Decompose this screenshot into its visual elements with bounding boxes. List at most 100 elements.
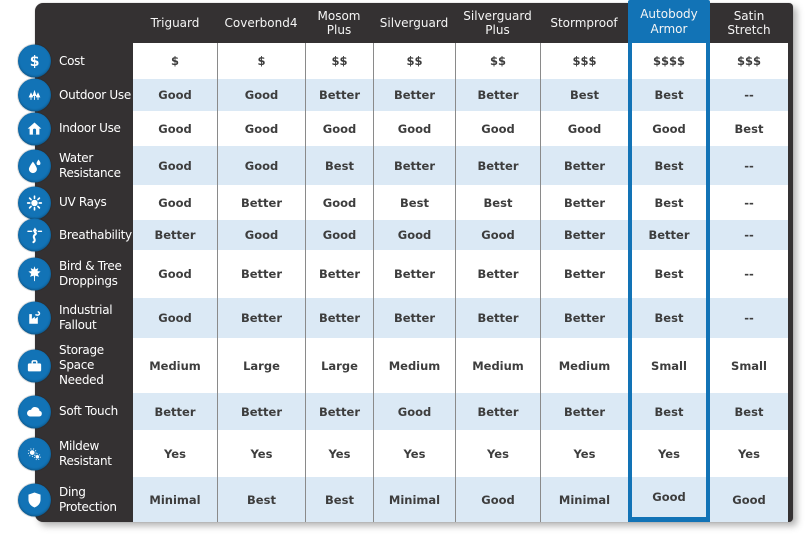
column-header-silverguard-plus: Silverguard Plus	[463, 8, 532, 37]
cell-storage-space-needed-satin-stretch: Small	[710, 338, 788, 393]
row-label: Ding Protection	[59, 484, 117, 514]
cell-water-resistance-mosom-plus: Best	[305, 146, 373, 185]
cell-water-resistance-autobody-armor: Best	[628, 146, 710, 185]
table-corner	[35, 3, 133, 43]
mildew-icon	[18, 437, 51, 470]
factory-icon	[18, 301, 51, 335]
cell-bird-tree-droppings-stormproof: Better	[540, 250, 628, 298]
maple-leaf-icon	[18, 257, 51, 291]
cell-industrial-fallout-mosom-plus: Better	[305, 298, 373, 338]
cell-uv-rays-triguard: Good	[133, 185, 217, 220]
cell-soft-touch-stormproof: Better	[540, 393, 628, 430]
cell-breathability-satin-stretch: --	[710, 220, 788, 250]
comparison-grid: Triguard Coverbond4 Mosom Plus Silverguard S…	[18, 0, 788, 522]
cell-cost-mosom-plus: $$	[305, 43, 373, 79]
cell-outdoor-use-satin-stretch: --	[710, 79, 788, 111]
row-header-bird-tree-droppings: Bird & Tree Droppings	[18, 250, 133, 298]
column-header-mosom-plus: Mosom Plus	[317, 8, 361, 37]
cell-breathability-silverguard-plus: Good	[455, 220, 540, 250]
cell-indoor-use-silverguard-plus: Good	[455, 111, 540, 146]
cell-outdoor-use-autobody-armor: Best	[628, 79, 710, 111]
column-header-coverbond4: Coverbond4	[224, 15, 298, 30]
column-header-satin-stretch: Satin Stretch	[727, 8, 771, 37]
cell-breathability-autobody-armor: Better	[628, 220, 710, 250]
cell-soft-touch-mosom-plus: Better	[305, 393, 373, 430]
cell-bird-tree-droppings-satin-stretch: --	[710, 250, 788, 298]
row-label: Water Resistance	[59, 150, 121, 180]
cell-indoor-use-coverbond4: Good	[217, 111, 305, 146]
cell-indoor-use-triguard: Good	[133, 111, 217, 146]
cell-storage-space-needed-stormproof: Medium	[540, 338, 628, 393]
cell-outdoor-use-triguard: Good	[133, 79, 217, 111]
column-header-silverguard: Silverguard	[379, 15, 449, 30]
cell-indoor-use-autobody-armor: Good	[628, 111, 710, 146]
cell-soft-touch-silverguard-plus: Better	[455, 393, 540, 430]
cell-outdoor-use-silverguard: Better	[373, 79, 455, 111]
row-header-breathability: Breathability	[18, 218, 133, 252]
cell-mildew-resistant-silverguard: Yes	[373, 430, 455, 477]
cell-industrial-fallout-autobody-armor: Best	[628, 298, 710, 338]
cell-cost-silverguard-plus: $$	[455, 43, 540, 79]
row-header-outdoor-use: Outdoor Use	[18, 78, 133, 112]
briefcase-icon	[18, 349, 51, 382]
breathability-icon	[18, 218, 51, 252]
cell-industrial-fallout-silverguard-plus: Better	[455, 298, 540, 338]
cell-uv-rays-satin-stretch: --	[710, 185, 788, 220]
cell-storage-space-needed-coverbond4: Large	[217, 338, 305, 393]
row-header-uv-rays: UV Rays	[18, 185, 133, 220]
cell-mildew-resistant-autobody-armor: Yes	[628, 430, 710, 477]
row-label: UV Rays	[59, 195, 107, 209]
cell-ding-protection-silverguard: Minimal	[373, 477, 455, 522]
row-header-mildew-resistant: Mildew Resistant	[18, 430, 133, 477]
cell-uv-rays-mosom-plus: Good	[305, 185, 373, 220]
cell-bird-tree-droppings-autobody-armor: Best	[628, 250, 710, 298]
cell-outdoor-use-mosom-plus: Better	[305, 79, 373, 111]
cell-industrial-fallout-stormproof: Better	[540, 298, 628, 338]
shield-icon	[18, 483, 51, 516]
cell-breathability-mosom-plus: Good	[305, 220, 373, 250]
cell-breathability-coverbond4: Good	[217, 220, 305, 250]
row-label: Soft Touch	[59, 404, 118, 418]
cell-indoor-use-satin-stretch: Best	[710, 111, 788, 146]
cell-uv-rays-silverguard: Best	[373, 185, 455, 220]
cell-water-resistance-coverbond4: Good	[217, 146, 305, 185]
cell-ding-protection-autobody-armor: Good	[628, 477, 710, 522]
row-label: Mildew Resistant	[59, 438, 112, 468]
row-label: Indoor Use	[59, 121, 121, 135]
cell-soft-touch-triguard: Better	[133, 393, 217, 430]
house-icon	[18, 112, 51, 145]
chart-panel: Triguard Coverbond4 Mosom Plus Silverguard S…	[18, 0, 793, 522]
cell-ding-protection-mosom-plus: Best	[305, 477, 373, 522]
cell-storage-space-needed-silverguard: Medium	[373, 338, 455, 393]
dollar-icon: $	[18, 44, 51, 78]
cell-cost-triguard: $	[133, 43, 217, 79]
column-header-autobody-armor: Autobody Armor	[628, 0, 710, 43]
row-header-industrial-fallout: Industrial Fallout	[18, 298, 133, 338]
cell-water-resistance-stormproof: Better	[540, 146, 628, 185]
cell-ding-protection-silverguard-plus: Good	[455, 477, 540, 522]
cell-industrial-fallout-triguard: Good	[133, 298, 217, 338]
cell-ding-protection-triguard: Minimal	[133, 477, 217, 522]
cell-indoor-use-mosom-plus: Good	[305, 111, 373, 146]
cell-bird-tree-droppings-silverguard-plus: Better	[455, 250, 540, 298]
cell-water-resistance-satin-stretch: --	[710, 146, 788, 185]
row-label: Storage Space Needed	[59, 343, 104, 387]
cell-mildew-resistant-mosom-plus: Yes	[305, 430, 373, 477]
row-label: Bird & Tree Droppings	[59, 259, 122, 288]
cell-indoor-use-stormproof: Good	[540, 111, 628, 146]
cell-cost-coverbond4: $	[217, 43, 305, 79]
cell-industrial-fallout-satin-stretch: --	[710, 298, 788, 338]
trees-icon	[18, 78, 51, 112]
cell-uv-rays-silverguard-plus: Best	[455, 185, 540, 220]
cell-storage-space-needed-autobody-armor: Small	[628, 338, 710, 393]
row-label: Cost	[59, 53, 85, 68]
cell-storage-space-needed-mosom-plus: Large	[305, 338, 373, 393]
cell-mildew-resistant-triguard: Yes	[133, 430, 217, 477]
cell-outdoor-use-coverbond4: Good	[217, 79, 305, 111]
cell-mildew-resistant-coverbond4: Yes	[217, 430, 305, 477]
row-header-ding-protection: Ding Protection	[18, 477, 133, 522]
cell-soft-touch-satin-stretch: Best	[710, 393, 788, 430]
cell-storage-space-needed-triguard: Medium	[133, 338, 217, 393]
cell-breathability-stormproof: Better	[540, 220, 628, 250]
